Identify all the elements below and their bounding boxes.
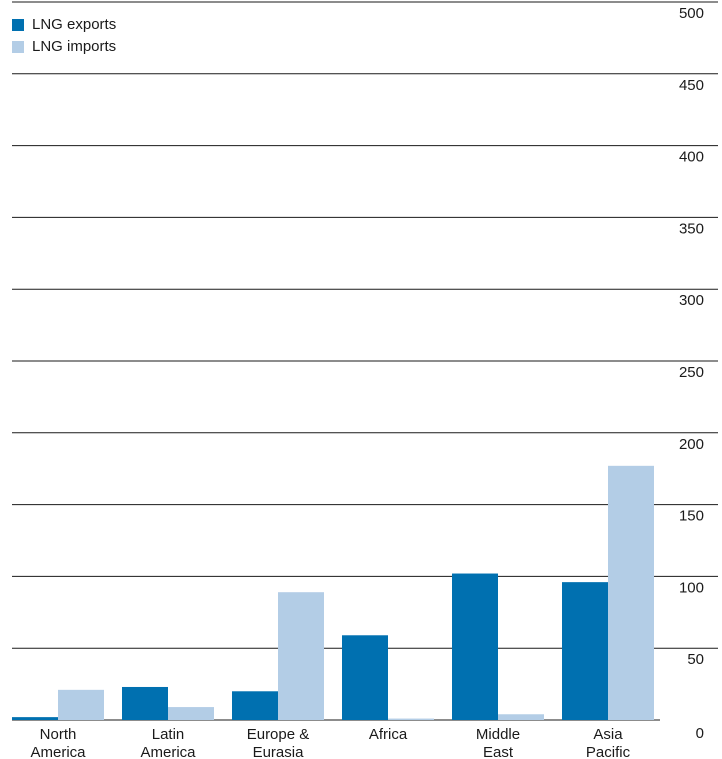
y-tick-label: 50 — [687, 651, 704, 668]
bar-imports — [498, 714, 544, 720]
y-tick-label: 400 — [679, 149, 704, 166]
bar-exports — [232, 691, 278, 720]
category-label: North — [40, 726, 77, 743]
legend-item-exports: LNG exports — [12, 14, 116, 36]
bar-exports — [562, 582, 608, 720]
category-label: Eurasia — [253, 744, 305, 759]
bar-exports — [342, 635, 388, 720]
y-tick-label: 250 — [679, 364, 704, 381]
bars — [12, 465, 654, 720]
y-tick-labels: 0 50 100 150 200 250 300 350 400 450 500 — [679, 5, 704, 742]
legend: LNG exports LNG imports — [12, 14, 116, 58]
legend-item-imports: LNG imports — [12, 36, 116, 58]
category-label: Asia — [593, 726, 623, 743]
category-label: Latin — [152, 726, 185, 743]
gridlines — [12, 1, 718, 721]
y-tick-label: 0 — [696, 725, 704, 742]
y-tick-label: 200 — [679, 436, 704, 453]
bar-imports — [278, 592, 324, 720]
category-label: America — [30, 744, 86, 759]
legend-label-exports: LNG exports — [32, 16, 117, 33]
bar-exports — [12, 717, 58, 720]
bar-imports — [168, 707, 214, 720]
category-label: America — [140, 744, 196, 759]
legend-swatch-exports — [12, 19, 24, 31]
legend-swatch-imports — [12, 41, 24, 53]
category-label: Middle — [476, 726, 520, 743]
y-tick-label: 150 — [679, 508, 704, 525]
category-label: East — [483, 744, 514, 759]
bar-exports — [452, 573, 498, 720]
bar-imports — [388, 718, 434, 720]
y-tick-label: 500 — [679, 5, 704, 22]
category-label: Pacific — [586, 744, 631, 759]
legend-label-imports: LNG imports — [32, 38, 117, 55]
category-label: Europe & — [247, 726, 310, 743]
bar-imports — [58, 689, 104, 720]
y-tick-label: 450 — [679, 77, 704, 94]
bar-exports — [122, 686, 168, 720]
y-tick-label: 100 — [679, 579, 704, 596]
y-tick-label: 300 — [679, 292, 704, 309]
bar-imports — [608, 465, 654, 720]
category-label: Africa — [369, 726, 408, 743]
y-tick-label: 350 — [679, 220, 704, 237]
